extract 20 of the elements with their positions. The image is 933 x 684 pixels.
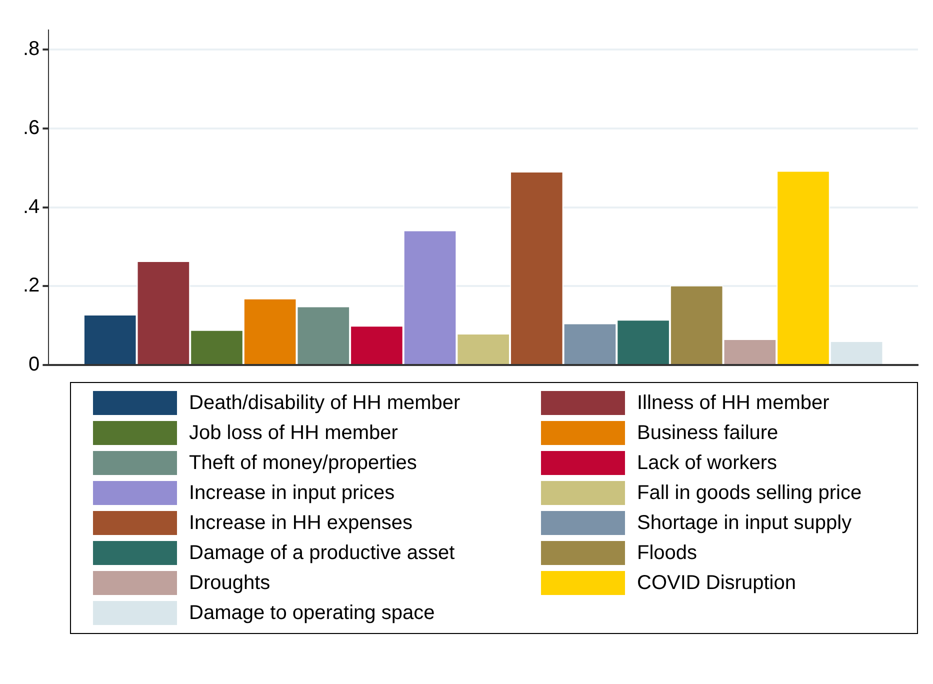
legend-label: Lack of workers [637,452,778,474]
legend-label: Floods [637,542,698,564]
legend-label: Damage to operating space [189,602,435,624]
legend-label: Business failure [637,422,778,444]
legend-label: Death/disability of HH member [189,392,460,414]
legend-label: Illness of HH member [637,392,830,414]
legend-label: Job loss of HH member [189,422,398,444]
legend-label: Droughts [189,572,270,594]
legend-label: Increase in HH expenses [189,512,412,534]
legend-label: Increase in input prices [189,482,395,504]
y-tick-label: .4 [22,196,40,218]
legend-label: Fall in goods selling price [637,482,862,504]
y-tick-label: .8 [22,38,40,60]
legend-label: Theft of money/properties [189,452,417,474]
y-tick-label: .6 [22,117,40,140]
y-tick-label: 0 [28,354,40,376]
legend-label: Damage of a productive asset [189,542,455,564]
legend-label: Shortage in input supply [637,512,852,534]
legend-label: COVID Disruption [637,572,796,594]
y-tick-label: .2 [22,274,40,297]
